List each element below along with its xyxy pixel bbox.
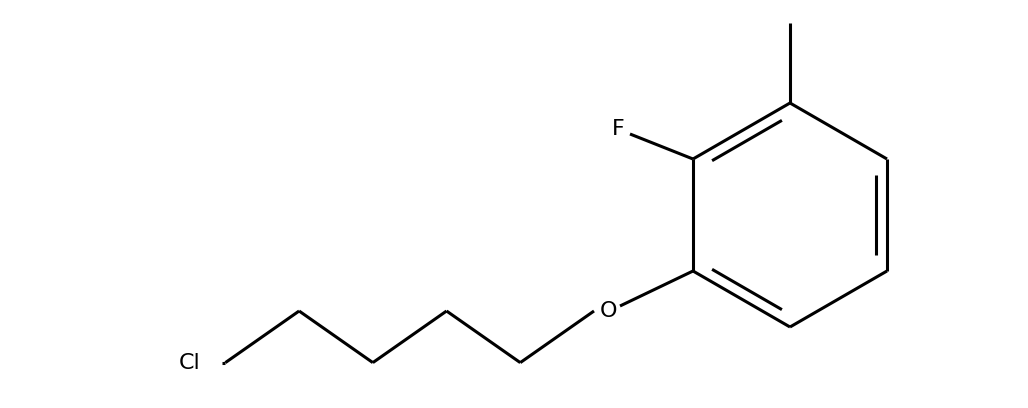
Text: O: O — [599, 301, 617, 321]
Text: Cl: Cl — [179, 353, 200, 373]
Text: F: F — [612, 119, 624, 139]
